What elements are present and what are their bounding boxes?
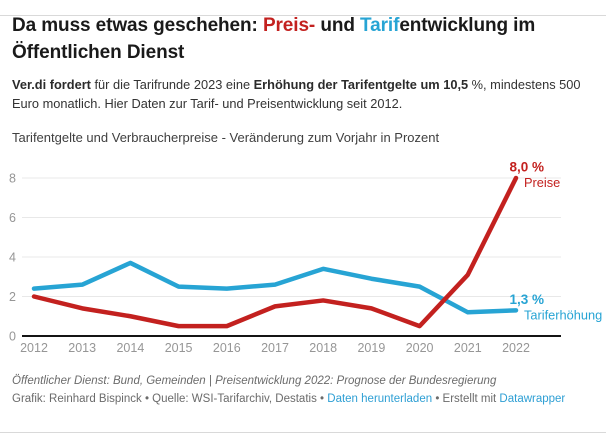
download-data-link[interactable]: Daten herunterladen (327, 393, 433, 405)
tarif-name-label: Tariferhöhung (524, 307, 602, 322)
x-axis-tick-label: 2019 (357, 341, 385, 355)
x-axis-tick-label: 2013 (68, 341, 96, 355)
subtitle-segment: %, mindestens 500 Euro monatlich. Hier D… (12, 77, 581, 111)
title-segment: und (315, 15, 361, 36)
y-axis-tick-label: 2 (9, 290, 16, 304)
datawrapper-link[interactable]: Datawrapper (499, 393, 566, 405)
y-axis-tick-label: 4 (9, 251, 16, 265)
footer: Öffentlicher Dienst: Bund, Gemeinden | P… (12, 374, 594, 407)
chart-canvas: 0 2 4 6 8 2012 2013 2014 2015 2016 2017 2018 2019 202… (9, 160, 602, 356)
tarif-line (31, 260, 519, 315)
separator-dot: • (432, 393, 443, 405)
x-axis-tick-label: 2018 (309, 341, 337, 355)
subtitle-bold-verdi: Ver.di fordert (12, 77, 91, 92)
x-axis-tick-label: 2015 (165, 341, 193, 355)
y-axis-tick-label: 8 (9, 172, 16, 186)
x-axis-tick-label: 2017 (261, 341, 289, 355)
credit-grafik: Grafik: Reinhard Bispinck (12, 393, 142, 405)
preise-value-label: 8,0 % (509, 160, 544, 175)
bottom-border (0, 432, 606, 433)
y-axis-tick-label: 0 (9, 330, 16, 344)
x-axis-tick-label: 2016 (213, 341, 241, 355)
footer-byline: Grafik: Reinhard Bispinck • Quelle: WSI-… (12, 392, 594, 407)
chart-note: Tarifentgelte und Verbraucherpreise - Ve… (12, 130, 440, 145)
page-title: Da muss etwas geschehen: Preis- und Tari… (12, 12, 594, 66)
separator-dot: • (316, 393, 328, 405)
created-with-label: Erstellt mit (442, 393, 500, 405)
preise-line (31, 175, 519, 329)
title-tarif-highlight: Tarif (360, 15, 400, 36)
x-axis-tick-label: 2021 (454, 341, 482, 355)
description: Ver.di fordert für die Tarifrunde 2023 e… (12, 75, 594, 113)
datawrapper-embed: Da muss etwas geschehen: Preis- und Tari… (0, 12, 606, 435)
subtitle-bold-forderung: Erhöhung der Tarifentgelte um 10,5 (253, 77, 469, 92)
footer-note: Öffentlicher Dienst: Bund, Gemeinden | P… (12, 375, 497, 387)
x-axis-tick-label: 2020 (406, 341, 434, 355)
y-axis-tick-label: 6 (9, 211, 16, 225)
title-segment: Da muss etwas geschehen: (12, 15, 263, 36)
subtitle-segment: für die Tarifrunde 2023 eine (90, 77, 254, 92)
x-axis-tick-label: 2022 (502, 341, 530, 355)
title-preis-highlight: Preis- (262, 15, 316, 36)
preise-name-label: Preise (524, 175, 560, 190)
credit-quelle: Quelle: WSI-Tarifarchiv, Destatis (152, 393, 317, 405)
tarif-value-label: 1,3 % (509, 292, 544, 307)
title-segment: entwicklung im Öffentlichen Dienst (12, 15, 536, 63)
top-border (0, 15, 606, 16)
x-axis-tick-label: 2012 (20, 341, 48, 355)
separator-dot: • (141, 393, 153, 405)
chart: 0 2 4 6 8 2012 2013 2014 2015 2016 2017 2018 2019 202… (0, 154, 606, 366)
x-axis-tick-label: 2014 (116, 341, 144, 355)
